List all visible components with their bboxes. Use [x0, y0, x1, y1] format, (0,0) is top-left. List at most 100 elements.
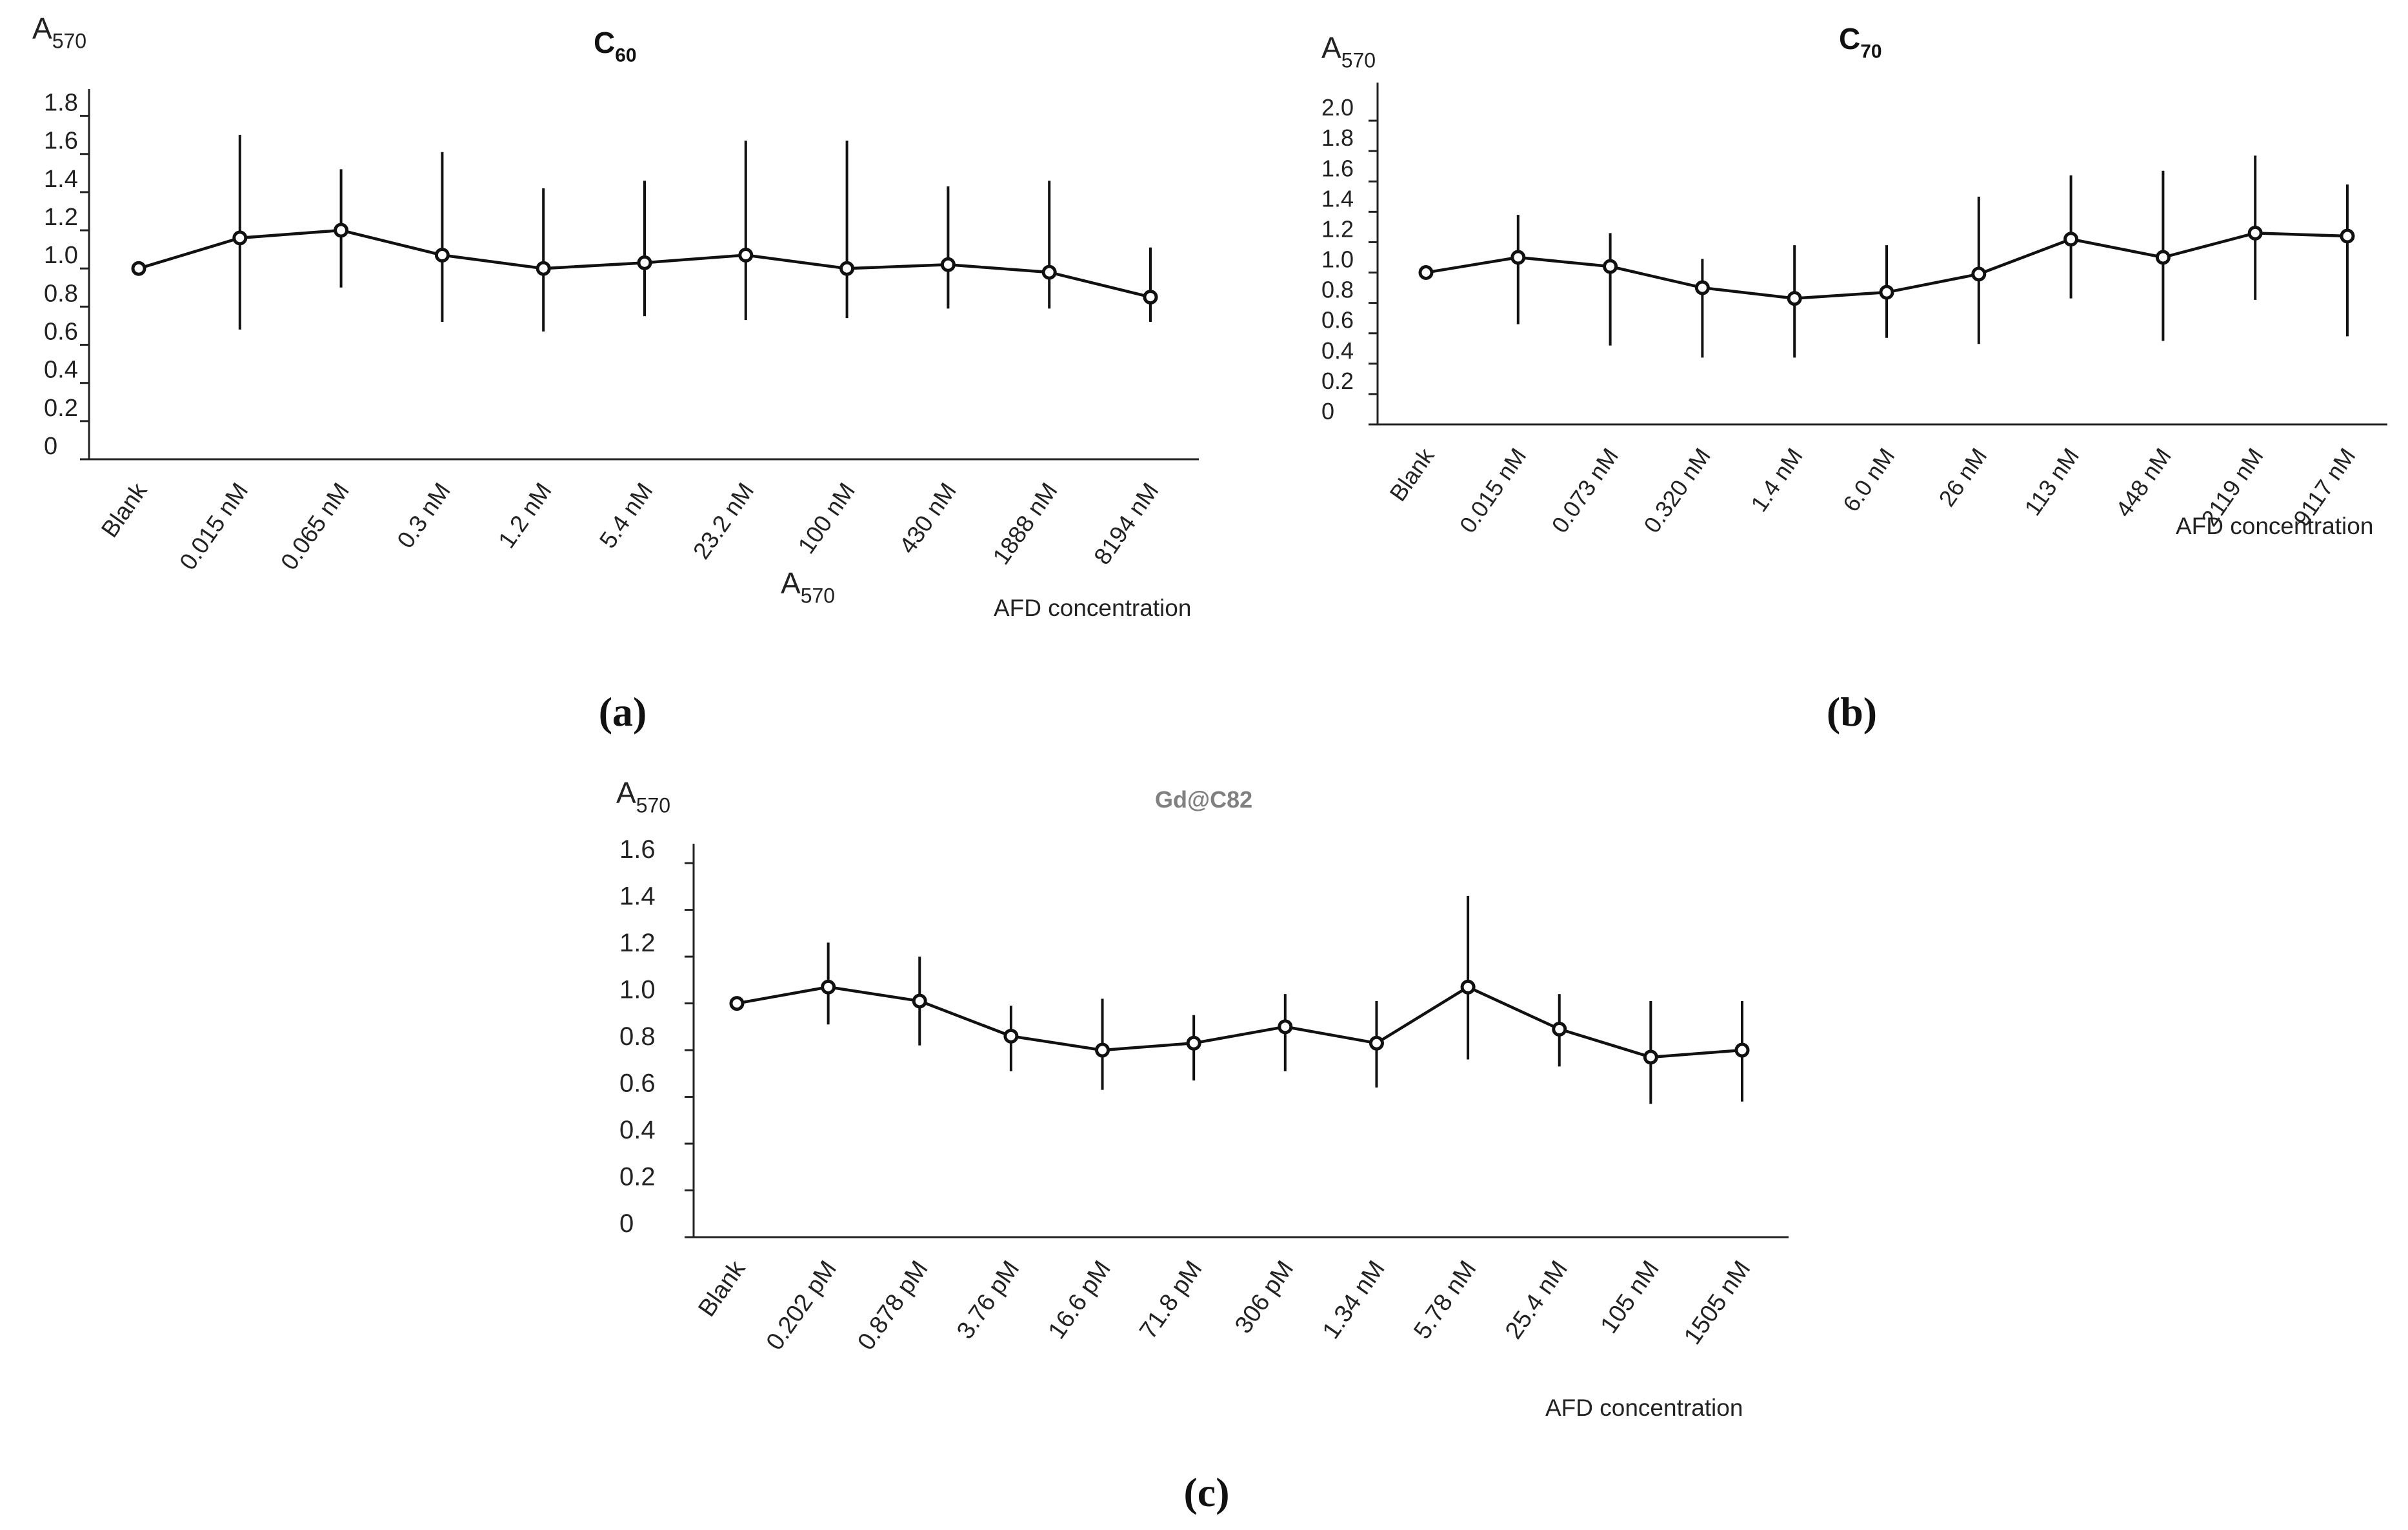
y-tick-label: 1.6 [44, 128, 78, 155]
chart-title: Gd@C82 [1155, 786, 1252, 813]
x-tick-label: 0.202 pM [761, 1256, 842, 1355]
y-tick-label: 1.0 [619, 976, 656, 1004]
x-tick-label: 113 nM [2019, 443, 2084, 521]
chart-title-main: C [1839, 22, 1860, 55]
y-axis-label-sub: 570 [636, 793, 670, 817]
y-tick-label: 2.0 [1321, 94, 1354, 121]
y-tick-label: 0.8 [44, 280, 78, 307]
y-tick-label: 0.2 [619, 1163, 656, 1191]
y-tick-label: 1.2 [44, 204, 78, 231]
x-tick-label: 5.78 nM [1409, 1256, 1481, 1344]
data-point [1278, 1019, 1293, 1035]
y-tick-label: 0.4 [619, 1116, 656, 1144]
x-axis-title: AFD concentration [1545, 1395, 1743, 1421]
data-point [232, 230, 248, 246]
panel-label: (c) [1183, 1469, 1229, 1515]
stray-axis-label-main: A [781, 566, 801, 600]
x-tick-label: 26 nM [1933, 443, 1992, 511]
data-point [1369, 1035, 1384, 1051]
y-axis-label-main: A [616, 776, 636, 810]
y-tick-label: 0.6 [44, 319, 78, 346]
x-tick-label: 448 nM [2110, 443, 2176, 522]
x-axis-title: AFD concentration [994, 595, 1191, 621]
panel-label: (a) [599, 689, 647, 735]
data-point [1143, 290, 1158, 305]
y-tick-label: 1.0 [44, 242, 78, 269]
y-tick-label: 0 [1321, 398, 1334, 424]
x-axis-title: AFD concentration [2176, 513, 2373, 539]
data-point [1460, 979, 1476, 995]
data-point [1552, 1021, 1567, 1037]
x-tick-label: 6.0 nM [1838, 443, 1900, 517]
data-point [821, 979, 836, 995]
stray-axis-label-sub: 570 [801, 584, 835, 607]
chart-panel-b: 0 0.2 0.4 0.6 0.8 1.0 1.2 1.4 1.6 1.8 2.0 Blank 0.01… [1321, 22, 2387, 735]
x-tick-label: 1.34 nM [1318, 1256, 1390, 1344]
data-point [2063, 232, 2079, 247]
x-tick-label: 0.878 pM [852, 1256, 933, 1355]
data-point [2340, 228, 2355, 244]
data-point [1603, 259, 1618, 274]
y-axis-label: A570 [1321, 31, 1376, 72]
data-point [334, 223, 349, 238]
x-tick-label: 100 nM [793, 478, 860, 559]
stray-axis-label: A570 [781, 566, 835, 607]
x-tick-label: 5.4 nM [594, 478, 657, 553]
y-tick-label: 0.8 [1321, 277, 1354, 303]
y-axis-label-sub: 570 [52, 29, 86, 52]
y-axis-label-sub: 570 [1341, 48, 1376, 72]
x-tick-label: 105 nM [1596, 1256, 1665, 1338]
y-tick-label: 1.8 [1321, 124, 1354, 151]
data-point [738, 248, 754, 263]
data-point [1003, 1028, 1019, 1044]
y-tick-label: 1.4 [1321, 185, 1354, 212]
y-tick-label: 0.6 [1321, 307, 1354, 333]
data-point [1510, 250, 1526, 265]
x-tick-label: 1888 nM [988, 478, 1063, 569]
series-line [736, 985, 1743, 1059]
x-tick-label: 3.76 pM [952, 1256, 1025, 1344]
x-tick-label: 1505 nM [1679, 1256, 1756, 1349]
y-tick-label: 1.6 [1321, 155, 1354, 181]
y-tick-label: 1.6 [619, 835, 656, 864]
data-point [2155, 250, 2171, 265]
chart-title: C70 [1839, 22, 1882, 63]
data-point [1694, 280, 1710, 295]
y-axis-label: A570 [32, 12, 86, 52]
chart-title-sub: 60 [615, 45, 636, 66]
x-tick-label: 25.4 nM [1500, 1256, 1573, 1344]
x-tick-label: 8194 nM [1089, 478, 1163, 569]
y-tick-label: 0.2 [44, 395, 78, 422]
x-tick-label: 23.2 nM [688, 478, 759, 564]
x-tick-label: 0.320 nM [1638, 443, 1716, 537]
data-point [1186, 1035, 1201, 1051]
y-axis-label-main: A [1321, 31, 1341, 65]
chart-title-sub: 70 [1860, 41, 1881, 63]
y-tick-label: 0 [44, 433, 57, 460]
y-axis-label-main: A [32, 12, 52, 45]
data-point [131, 261, 146, 276]
y-axis-label: A570 [616, 776, 670, 817]
x-tick-label: Blank [96, 478, 152, 542]
panel-label: (b) [1827, 689, 1877, 735]
x-tick-label: 0.015 nM [174, 478, 253, 575]
x-tick-label: 430 nM [894, 478, 961, 559]
x-tick-label: 306 pM [1230, 1256, 1299, 1338]
x-tick-label: 1.4 nM [1745, 443, 1808, 517]
x-tick-label: 0.073 nM [1546, 443, 1623, 537]
chart-title-main: Gd@C82 [1155, 786, 1252, 813]
chart-panel-a: 0 0.2 0.4 0.6 0.8 1.0 1.2 1.4 1.6 1.8 Blank 0.015 n… [32, 12, 1199, 735]
y-tick-label: 0 [619, 1209, 634, 1238]
x-tick-label: 0.3 nM [392, 478, 455, 553]
data-point [1418, 265, 1434, 281]
data-point [1041, 264, 1057, 280]
y-tick-label: 1.4 [44, 166, 78, 193]
chart-title: C60 [594, 26, 637, 66]
chart-panel-c: 0 0.2 0.4 0.6 0.8 1.0 1.2 1.4 1.6 Blank 0.202 pM 0.… [616, 776, 1789, 1515]
x-tick-label: Blank [1384, 442, 1440, 506]
y-tick-label: 1.2 [619, 929, 656, 957]
x-tick-label: 0.065 nM [276, 478, 354, 575]
x-tick-label: 1.2 nM [493, 478, 556, 553]
data-point [2247, 225, 2263, 241]
x-tick-label: 0.015 nM [1454, 443, 1532, 537]
